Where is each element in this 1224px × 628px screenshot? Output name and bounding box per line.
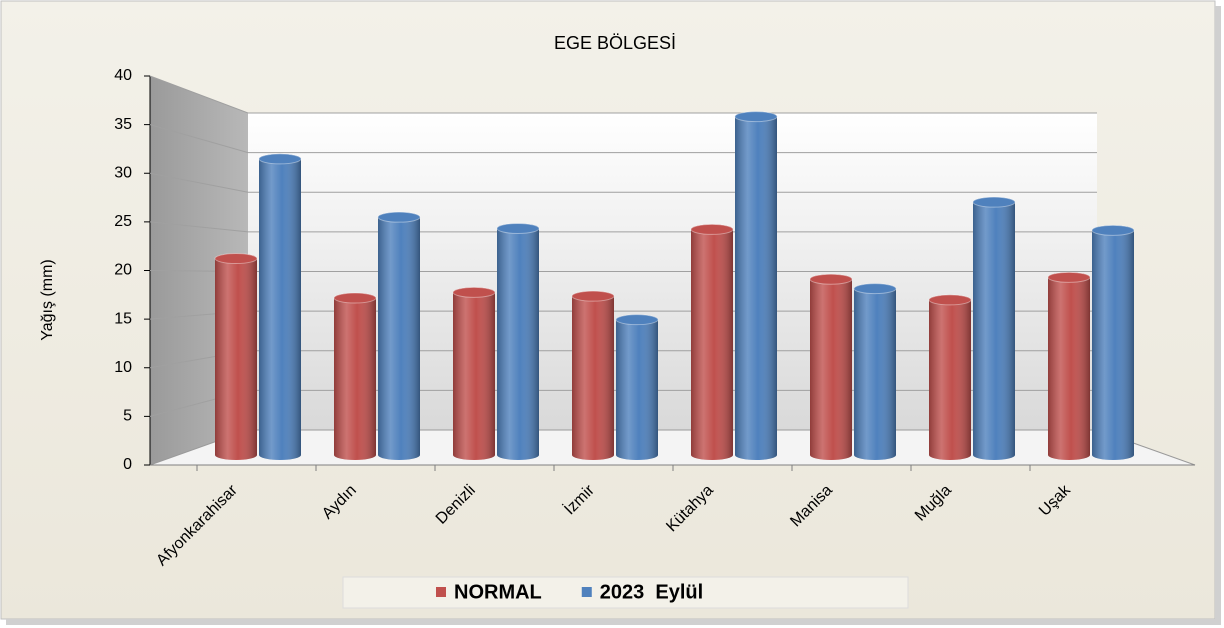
- bar-shade: [334, 293, 376, 460]
- y-tick-label: 5: [123, 408, 132, 425]
- bar-shade: [929, 294, 971, 460]
- bar-shade: [1048, 272, 1090, 460]
- y-tick-label: 15: [114, 310, 132, 327]
- bar-shade: [616, 314, 658, 460]
- bar-shade: [215, 253, 257, 460]
- bar-shade: [854, 283, 896, 460]
- y-axis-label: Yağış (mm): [39, 259, 56, 340]
- bar-top: [258, 153, 302, 165]
- bar-shade: [973, 197, 1015, 460]
- y-tick-label: 40: [114, 67, 132, 84]
- bar-shade: [572, 291, 614, 460]
- bar-shade: [259, 153, 301, 460]
- bar-top: [496, 222, 540, 234]
- bar-shade: [735, 111, 777, 460]
- legend-label: 2023 Eylül: [600, 581, 703, 603]
- y-tick-label: 35: [114, 116, 132, 133]
- legend-swatch: [436, 587, 446, 597]
- legend-swatch: [581, 587, 592, 597]
- bar-top: [571, 290, 615, 302]
- bar-top: [809, 273, 853, 285]
- bar-top: [734, 111, 778, 123]
- bar-shade: [810, 274, 852, 460]
- grid-line: [149, 172, 1097, 193]
- bar-top: [928, 294, 972, 306]
- bar-top: [690, 223, 734, 235]
- bar-top: [972, 196, 1016, 208]
- bar-shade: [497, 223, 539, 460]
- y-tick-label: 10: [114, 359, 132, 376]
- bar-shade: [378, 212, 420, 460]
- y-tick-label: 25: [114, 213, 132, 230]
- bar-top: [333, 292, 377, 304]
- y-tick-label: 0: [123, 456, 132, 473]
- shadow: [1215, 6, 1221, 624]
- bar-top: [853, 283, 897, 295]
- legend-label: NORMAL: [454, 581, 542, 603]
- bar-top: [377, 211, 421, 223]
- bar-top: [214, 253, 258, 265]
- shadow: [6, 619, 1221, 625]
- bar-top: [1091, 224, 1135, 236]
- y-tick-label: 20: [114, 262, 132, 279]
- floor: [149, 429, 1196, 466]
- bar-top: [1047, 271, 1091, 283]
- y-tick-label: 30: [114, 164, 132, 181]
- grid-line: [149, 221, 1097, 233]
- grid-line: [149, 124, 1097, 154]
- grid-line: [149, 75, 1097, 114]
- bar-top: [615, 314, 659, 326]
- bar-top: [452, 286, 496, 298]
- bar-shade: [691, 224, 733, 460]
- bar-shade: [453, 287, 495, 460]
- bar-shade: [1092, 225, 1134, 460]
- chart-title: EGE BÖLGESİ: [554, 33, 676, 53]
